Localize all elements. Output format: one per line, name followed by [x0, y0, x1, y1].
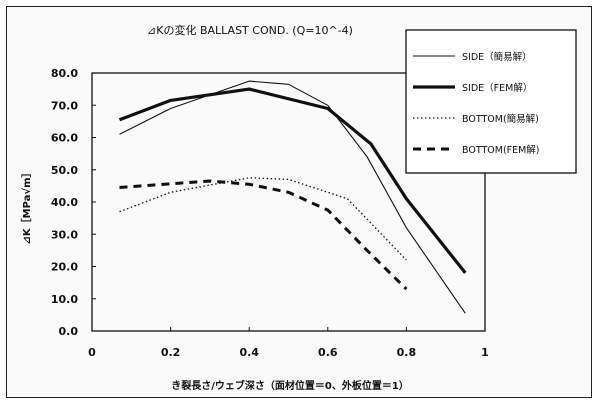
y-tick-label: 70.0 [51, 99, 78, 112]
legend: SIDE（簡易解） SIDE（FEM解） BOTTOM(簡易解) BOTTOM(FEM… [405, 29, 577, 174]
legend-label-3: BOTTOM(簡易解) [462, 113, 539, 125]
x-axis: 0 0.2 0.4 0.6 0.8 1 [88, 327, 489, 359]
y-tick-label: 20.0 [51, 261, 78, 274]
y-tick-label: 80.0 [51, 67, 78, 80]
series-line-4 [119, 179, 408, 291]
y-tick-label: 50.0 [51, 164, 78, 177]
x-tick-label: 0 [88, 346, 96, 359]
series-line-2 [118, 87, 467, 274]
series-layer [118, 80, 467, 314]
x-tick-label: 0.4 [239, 346, 259, 359]
y-tick-label: 30.0 [51, 228, 78, 241]
y-axis: 0.0 10.0 20.0 30.0 40.0 50.0 60.0 70.0 80.0 [51, 67, 96, 338]
y-axis-label: ⊿K［MPa√m］ [20, 168, 33, 245]
legend-label-1: SIDE（簡易解） [462, 51, 532, 63]
x-tick-label: 0.8 [397, 346, 417, 359]
chart-title: ⊿Kの変化 BALLAST COND. (Q=10^-4) [147, 23, 353, 37]
y-tick-label: 40.0 [51, 196, 78, 209]
legend-label-4: BOTTOM(FEM解) [462, 144, 540, 156]
x-tick-label: 0.6 [318, 346, 338, 359]
series-line-1 [119, 80, 466, 314]
x-tick-label: 0.2 [161, 346, 181, 359]
series-line-3 [119, 177, 407, 261]
y-tick-label: 10.0 [51, 293, 78, 306]
y-tick-label: 0.0 [59, 325, 79, 338]
legend-label-2: SIDE（FEM解） [462, 82, 532, 94]
y-tick-label: 60.0 [51, 132, 78, 145]
x-axis-label: き裂長さ/ウェブ深さ（面材位置＝0、外板位置＝1） [171, 379, 409, 392]
x-tick-label: 1 [481, 346, 489, 359]
